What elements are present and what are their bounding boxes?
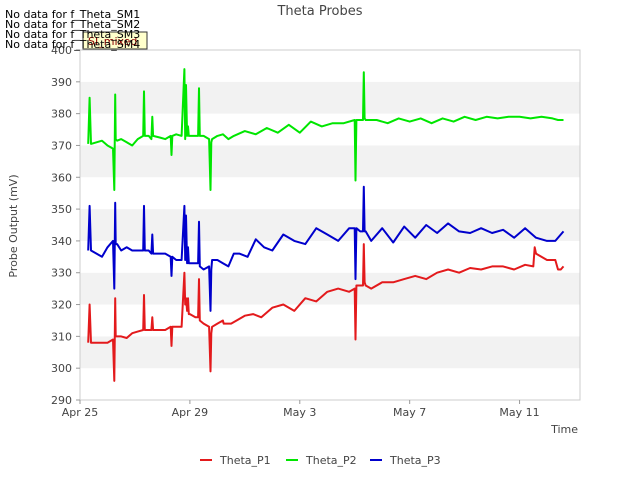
y-axis-title: Probe Output (mV) [7, 174, 20, 277]
si-mixed-badge: SI_mixed [82, 31, 148, 50]
grid-band [80, 368, 580, 400]
grid-band [80, 145, 580, 178]
grid-band [80, 336, 580, 369]
x-axis-title: Time [550, 423, 578, 436]
y-tick-label: 290 [51, 394, 72, 407]
series-line-theta-p3 [87, 185, 565, 312]
grid-band [80, 304, 580, 337]
x-tick-label: Apr 29 [172, 406, 209, 419]
y-tick-label: 330 [51, 267, 72, 280]
series-lines [87, 68, 565, 382]
series-line-theta-p1 [87, 243, 565, 382]
x-tick-label: May 3 [283, 406, 316, 419]
chart-title: Theta Probes [276, 4, 362, 19]
legend-label: Theta_P2 [305, 454, 357, 467]
legend-label: Theta_P1 [219, 454, 271, 467]
y-tick-label: 370 [51, 139, 72, 152]
y-tick-label: 350 [51, 203, 72, 216]
no-data-message: No data for f_Theta_SM4 [5, 38, 140, 51]
legend: Theta_P1 Theta_P2 Theta_P3 [200, 454, 441, 467]
y-tick-label: 340 [51, 235, 72, 248]
y-tick-label: 380 [51, 108, 72, 121]
y-tick-label: 310 [51, 330, 72, 343]
y-tick-label: 390 [51, 76, 72, 89]
plot-frame [79, 49, 581, 401]
no-data-message: No data for f_Theta_SM2 [5, 18, 140, 31]
grid-band [80, 272, 580, 305]
x-axis-ticks: Apr 25 Apr 29 May 3 May 7 May 11 [62, 400, 540, 419]
legend-label: Theta_P3 [389, 454, 441, 467]
x-tick-label: May 7 [393, 406, 426, 419]
grid-bands [80, 50, 580, 400]
y-axis-ticks: 290 300 310 320 330 340 350 360 370 380 390 400 [51, 44, 80, 407]
no-data-message: No data for f_Theta_SM3 [5, 28, 140, 41]
grid-band [80, 50, 580, 82]
x-tick-label: May 11 [499, 406, 539, 419]
grid-band [80, 240, 580, 273]
y-tick-label: 400 [51, 44, 72, 57]
y-tick-label: 360 [51, 171, 72, 184]
y-tick-label: 300 [51, 362, 72, 375]
x-tick-label: Apr 25 [62, 406, 99, 419]
series-line-theta-p2 [87, 68, 564, 191]
grid-band [80, 81, 580, 114]
y-tick-label: 320 [51, 299, 72, 312]
no-data-message: No data for f_Theta_SM1 [5, 8, 140, 21]
si-mixed-badge-label: SI_mixed [88, 35, 137, 48]
grid-band [80, 177, 580, 210]
grid-band [80, 113, 580, 146]
